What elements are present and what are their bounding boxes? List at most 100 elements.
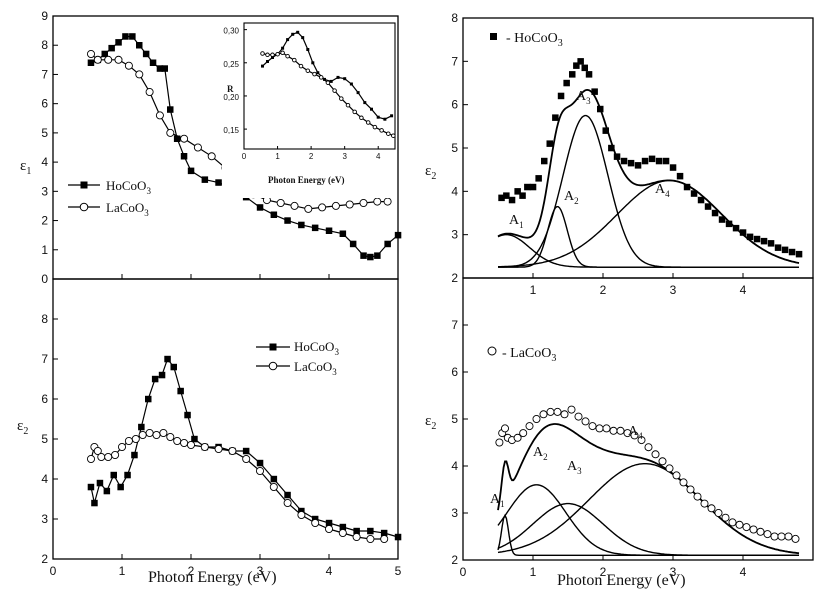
y-tick-label: 3: [451, 506, 458, 520]
peak-label-a2: A2: [564, 189, 579, 206]
data-point-hocoo3: [563, 79, 570, 87]
fit-component-a2: [497, 484, 799, 556]
x-tick-label: 2: [600, 565, 607, 579]
data-point-hocoo3: [746, 233, 754, 241]
x-tick-label: 2: [188, 564, 195, 578]
data-point-hocoo3: [690, 190, 698, 197]
legend-marker-lacoo3: [79, 202, 89, 212]
legend: - HoCoO3: [490, 31, 563, 49]
x-tick-label: 1: [530, 565, 537, 579]
data-point-hocoo3: [270, 475, 278, 483]
data-point-lacoo3: [292, 57, 297, 63]
data-point-hocoo3: [577, 58, 584, 65]
data-point-hocoo3: [284, 491, 291, 499]
legend-label-hocoo3: HoCoO3: [106, 178, 151, 196]
y-tick-label: 7: [451, 318, 458, 332]
data-point-lacoo3: [228, 447, 237, 456]
data-point-hocoo3: [767, 240, 775, 247]
data-point-hocoo3: [129, 33, 136, 40]
data-point-hocoo3: [164, 355, 171, 363]
data-point-lacoo3: [365, 120, 371, 125]
legend-label-lacoo3: LaCoO3: [294, 359, 337, 377]
data-point-hocoo3: [138, 423, 145, 431]
data-point-lacoo3: [345, 102, 351, 108]
inset-frame: [243, 22, 396, 150]
data-point-hocoo3: [363, 101, 367, 105]
data-point-hocoo3: [394, 231, 402, 239]
data-point-lacoo3: [602, 424, 611, 433]
data-point-hocoo3: [91, 499, 98, 507]
y-tick-label: 0,30: [223, 27, 239, 36]
data-point-lacoo3: [679, 478, 688, 487]
data-point-lacoo3: [338, 529, 347, 538]
data-point-lacoo3: [325, 80, 331, 85]
data-point-hocoo3: [284, 217, 291, 224]
data-point-lacoo3: [318, 203, 327, 212]
data-point-hocoo3: [161, 65, 168, 72]
data-point-hocoo3: [573, 62, 580, 69]
series-layer: [86, 33, 402, 261]
data-point-hocoo3: [669, 164, 677, 171]
data-point-lacoo3: [380, 535, 389, 544]
peak-label-a1: A1: [509, 213, 524, 230]
data-point-hocoo3: [96, 479, 104, 487]
y-tick-label: 0,25: [223, 60, 239, 69]
data-point-hocoo3: [383, 117, 387, 121]
data-point-lacoo3: [721, 513, 730, 522]
data-point-lacoo3: [359, 198, 368, 207]
fit-total-curve: [497, 423, 800, 555]
data-point-lacoo3: [283, 499, 292, 508]
data-point-hocoo3: [620, 157, 628, 165]
y-tick-label: 6: [41, 392, 48, 406]
data-point-lacoo3: [207, 152, 216, 161]
data-point-lacoo3: [345, 200, 354, 209]
data-point-lacoo3: [714, 509, 723, 518]
data-point-lacoo3: [145, 429, 154, 438]
data-point-lacoo3: [111, 451, 120, 460]
panel-epsilon2-hocoo3-fit: 1 2 3 4 2 3 4 5 6 7 8 ε2 - HoCoO3 A1 A2 A3 A4: [425, 11, 814, 297]
data-point-hocoo3: [634, 162, 642, 169]
x-tick-label: 0: [50, 564, 57, 578]
x-tick-label: 4: [740, 283, 747, 297]
y-tick-label: 3: [41, 512, 48, 526]
data-point-lacoo3: [214, 445, 223, 454]
peak-label-a3: A3: [576, 89, 591, 106]
panel-epsilon1: 0 1 2 3 4 5 6 7 8 9 ε1 HoCoO3 LaCoO3: [20, 9, 402, 286]
data-point-hocoo3: [117, 483, 124, 491]
fit-component-a3: [498, 114, 799, 268]
data-point-hocoo3: [156, 65, 164, 72]
data-point-lacoo3: [665, 464, 674, 473]
y-tick-label: 8: [41, 38, 48, 52]
data-point-hocoo3: [180, 153, 188, 160]
legend-marker-hocoo3: [80, 181, 88, 189]
data-point-hocoo3: [291, 32, 295, 36]
x-axis-label: Photon Energy (eV): [148, 569, 277, 586]
data-point-lacoo3: [173, 437, 182, 446]
data-point-hocoo3: [376, 115, 380, 119]
data-point-hocoo3: [329, 79, 333, 83]
data-point-lacoo3: [742, 523, 751, 532]
data-point-lacoo3: [519, 429, 528, 438]
data-point-hocoo3: [115, 39, 122, 46]
inset-background: [222, 20, 396, 198]
legend: - LaCoO3: [487, 346, 556, 364]
data-point-hocoo3: [788, 248, 796, 256]
peak-label-a4: A4: [628, 424, 643, 441]
data-point-lacoo3: [166, 128, 175, 137]
peak-label-a1: A1: [490, 492, 505, 509]
plot-frame: [52, 278, 399, 560]
data-point-hocoo3: [608, 144, 615, 152]
legend-marker-hocoo3: [269, 343, 277, 351]
panel-epsilon2-left: 0 1 2 3 4 5 2 3 4 5 6 7 8 ε2 HoCoO3 LaCoO3 Photon En…: [17, 278, 402, 586]
y-tick-label: 6: [451, 365, 458, 379]
data-point-lacoo3: [372, 124, 378, 130]
data-point-lacoo3: [256, 467, 265, 476]
data-point-hocoo3: [201, 176, 209, 183]
data-point-hocoo3: [298, 221, 305, 229]
data-point-lacoo3: [200, 443, 209, 452]
y-tick-label: 8: [41, 312, 48, 326]
data-point-lacoo3: [145, 87, 154, 96]
data-point-hocoo3: [591, 88, 598, 95]
data-point-lacoo3: [386, 131, 391, 136]
data-point-lacoo3: [623, 429, 632, 438]
